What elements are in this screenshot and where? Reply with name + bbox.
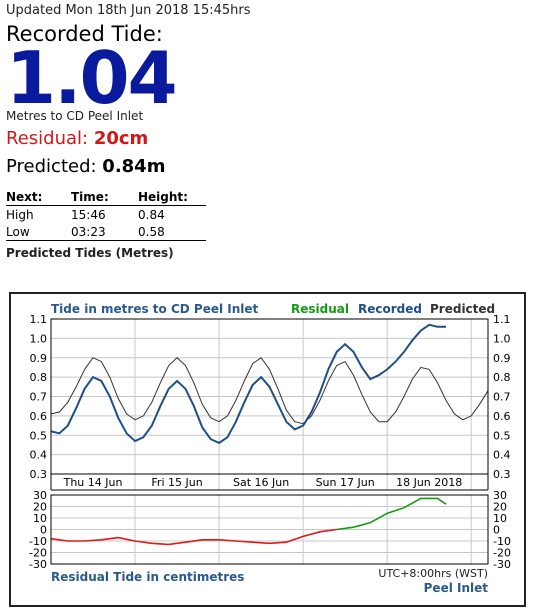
- residual-y-tick-left: -30: [29, 558, 47, 571]
- next-tides-table: Next: Time: Height: High 15:46 0.84 Low …: [6, 190, 206, 241]
- residual-chart-title: Residual Tide in centimetres: [51, 570, 244, 584]
- residual-readout: Residual: 20cm: [6, 128, 148, 149]
- y-tick-label-right: 0.4: [493, 449, 511, 462]
- x-tick-label: Sun 17 Jun: [316, 476, 375, 489]
- table-row: High 15:46 0.84: [6, 206, 206, 224]
- x-tick-label: 18 Jun 2018: [396, 476, 462, 489]
- tide-chart: 1.1 1.1 1.0 1.0 0.9 0.9 0.8 0.8 0.7 0.7 0.6 0.6 0.5 0…: [29, 302, 511, 595]
- legend-entry: Recorded: [358, 302, 422, 316]
- residual-y-tick-left: 20: [33, 501, 47, 514]
- residual-negative-line: [50, 528, 337, 546]
- x-tick-label: Thu 14 Jun: [63, 476, 123, 489]
- residual-label: Residual:: [6, 128, 94, 149]
- tides-caption: Predicted Tides (Metres): [6, 246, 174, 260]
- predicted-readout: Predicted: 0.84m: [6, 156, 165, 177]
- predicted-value: 0.84m: [102, 156, 166, 177]
- y-tick-label-left: 0.6: [30, 410, 48, 423]
- predicted-series-line: [50, 357, 489, 425]
- y-tick-label-right: 0.3: [493, 468, 511, 481]
- y-tick-label-right: 0.7: [493, 391, 511, 404]
- residual-y-tick-right: -10: [493, 535, 511, 548]
- y-tick-label-left: 0.7: [30, 391, 48, 404]
- tide-type: Low: [6, 223, 71, 241]
- y-tick-label-right: 0.9: [493, 352, 511, 365]
- residual-y-tick-left: 0: [40, 524, 47, 537]
- updated-timestamp: Updated Mon 18th Jun 2018 15:45hrs: [6, 3, 251, 18]
- y-tick-label-left: 0.3: [30, 468, 48, 481]
- residual-y-tick-right: 20: [493, 501, 507, 514]
- tides-col-height: Height:: [138, 190, 206, 206]
- tide-time: 15:46: [71, 208, 106, 222]
- recorded-tide-value: 1.04: [6, 36, 178, 120]
- residual-y-tick-right: 0: [493, 524, 500, 537]
- tides-col-next: Next:: [6, 190, 71, 206]
- residual-positive-line: [336, 497, 447, 531]
- residual-y-tick-right: 10: [493, 512, 507, 525]
- y-tick-label-left: 0.4: [30, 449, 48, 462]
- x-tick-label: Sat 16 Jun: [233, 476, 289, 489]
- y-tick-label-right: 0.8: [493, 371, 511, 384]
- residual-y-tick-left: 10: [33, 512, 47, 525]
- y-tick-label-left: 1.1: [30, 313, 48, 326]
- main-plot-border: [50, 318, 489, 475]
- table-row: Low 03:23 0.58: [6, 223, 206, 241]
- y-tick-label-right: 1.1: [493, 313, 511, 326]
- residual-y-tick-right: -30: [493, 558, 511, 571]
- y-tick-label-left: 0.5: [30, 429, 48, 442]
- y-tick-label-right: 0.6: [493, 410, 511, 423]
- y-tick-label-left: 1.0: [30, 332, 48, 345]
- timezone-note: UTC+8:00hrs (WST): [378, 567, 488, 580]
- tide-time: 03:23: [71, 223, 138, 241]
- tide-height: 0.84: [138, 208, 165, 222]
- recorded-tide-label: Recorded Tide:: [6, 22, 163, 46]
- tides-col-time: Time:: [71, 190, 138, 206]
- y-tick-label-left: 0.8: [30, 371, 48, 384]
- residual-plot-border: [50, 494, 489, 565]
- tide-height: 0.58: [138, 223, 206, 241]
- legend-entry: Residual: [291, 302, 349, 316]
- chart-title: Tide in metres to CD Peel Inlet: [51, 302, 259, 316]
- residual-value: 20cm: [93, 128, 149, 149]
- residual-y-tick-right: 30: [493, 489, 507, 502]
- residual-y-tick-right: -20: [493, 547, 511, 560]
- predicted-label: Predicted:: [6, 156, 103, 177]
- recorded-tide-unit: Metres to CD Peel Inlet: [6, 109, 144, 123]
- y-tick-label-right: 0.5: [493, 429, 511, 442]
- residual-y-tick-left: -20: [29, 547, 47, 560]
- residual-y-tick-left: 30: [33, 489, 47, 502]
- location-label: Peel Inlet: [424, 581, 489, 595]
- y-tick-label-right: 1.0: [493, 332, 511, 345]
- legend-entry: Predicted: [430, 302, 495, 316]
- tide-type: High: [6, 208, 34, 222]
- tide-chart-frame: 1.1 1.1 1.0 1.0 0.9 0.9 0.8 0.8 0.7 0.7 0.6 0.6 0.5 0…: [9, 292, 526, 607]
- residual-y-tick-left: -10: [29, 535, 47, 548]
- x-tick-label: Fri 15 Jun: [151, 476, 202, 489]
- tides-header-row: Next: Time: Height:: [6, 190, 206, 206]
- recorded-series-line: [50, 323, 446, 445]
- y-tick-label-left: 0.9: [30, 352, 48, 365]
